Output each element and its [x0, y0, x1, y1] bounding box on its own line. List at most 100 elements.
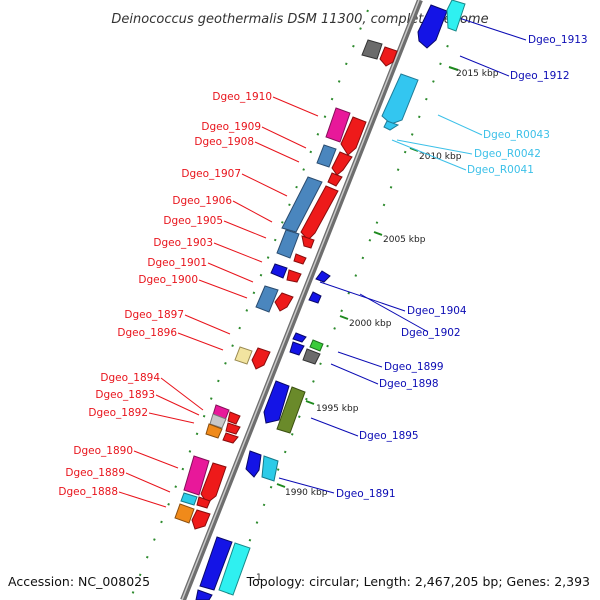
gene-box	[281, 176, 323, 233]
leader-line	[160, 377, 204, 411]
gene-arrow	[222, 432, 239, 444]
gene-label: Dgeo_1889	[65, 467, 125, 479]
scale-label: 2010 kbp	[419, 152, 462, 162]
leader-line	[184, 314, 231, 335]
backbone-line	[180, 0, 423, 600]
leader-line	[319, 281, 406, 312]
leader-line	[232, 200, 273, 223]
backbone-highlight	[181, 0, 420, 600]
leader-line	[455, 16, 527, 41]
gene-label: Dgeo_1897	[124, 309, 184, 321]
leader-line	[207, 262, 254, 283]
scale-label: 1990 kbp	[285, 488, 328, 498]
gene-arrow	[300, 185, 339, 241]
gene-rna	[383, 120, 400, 131]
gene-label: Dgeo_1898	[379, 378, 439, 390]
gene-arrow	[263, 380, 290, 424]
gene-box	[361, 39, 383, 60]
gene-box	[205, 423, 223, 439]
gene-arrow	[286, 269, 302, 283]
gene-arrow	[379, 46, 398, 67]
gene-label: Dgeo_1912	[510, 70, 570, 82]
gene-arrow	[446, 0, 466, 32]
gene-label: Dgeo_1896	[117, 327, 177, 339]
gene-arrow	[225, 422, 241, 435]
gene-box	[276, 386, 306, 434]
leader-line	[177, 332, 224, 351]
gene-label: Dgeo_1890	[73, 445, 133, 457]
gene-arrow	[200, 462, 227, 504]
gene-label: Dgeo_1907	[181, 168, 241, 180]
gene-label: Dgeo_1913	[528, 34, 588, 46]
gene-box	[209, 413, 227, 429]
leader-line	[118, 491, 167, 508]
gene-arrow	[331, 151, 353, 176]
gene-arrow	[195, 589, 213, 600]
gene-arrow	[315, 270, 331, 283]
leader-line	[310, 417, 359, 437]
gene-arrow	[227, 411, 241, 425]
gene-label: Dgeo_1909	[201, 121, 261, 133]
gene-arrow	[293, 253, 307, 265]
gene-box	[302, 348, 321, 365]
gene-label: Dgeo_1901	[147, 257, 207, 269]
gene-box	[174, 503, 195, 524]
gene-box	[325, 107, 351, 143]
gene-features	[174, 0, 466, 600]
scale-tick	[339, 315, 349, 320]
leader-line	[330, 363, 379, 385]
genome-backbone	[180, 0, 423, 600]
gene-label: Dgeo_1906	[172, 195, 232, 207]
leader-line	[148, 412, 195, 424]
scale-tick	[373, 231, 383, 236]
gene-label: Dgeo_1892	[88, 407, 148, 419]
gene-label: Dgeo_1904	[407, 305, 467, 317]
gene-arrow	[308, 291, 322, 304]
scale-label: 2005 kbp	[383, 235, 426, 245]
leader-line	[133, 450, 179, 469]
gene-label: Dgeo_1888	[58, 486, 118, 498]
gene-label: Dgeo_1900	[138, 274, 198, 286]
gene-label: Dgeo_1891	[336, 488, 396, 500]
leader-line	[254, 141, 300, 163]
accession-label: Accession: NC_008025	[8, 574, 150, 589]
topology-summary: Topology: circular; Length: 2,467,205 bp…	[246, 574, 590, 589]
gene-arrow	[340, 116, 367, 156]
gene-label: Dgeo_1899	[384, 361, 444, 373]
gene-box	[180, 492, 198, 506]
left-gene-labels: Dgeo_1910 Dgeo_1909 Dgeo_1908 Dgeo_1907 …	[58, 91, 272, 498]
origin-marker: 1	[256, 573, 262, 583]
gene-label: Dgeo_1908	[194, 136, 254, 148]
leader-line	[155, 394, 200, 416]
scale-label: 2000 kbp	[349, 319, 392, 329]
gene-arrow	[292, 332, 307, 343]
gene-box	[183, 455, 210, 496]
scale-tick	[448, 66, 459, 71]
gene-box	[316, 144, 337, 168]
scale-tick	[305, 400, 315, 405]
leader-line	[261, 126, 307, 149]
gene-box	[234, 346, 253, 365]
leader-line	[241, 173, 288, 197]
leader-line	[272, 96, 319, 117]
gene-rna-arrow	[381, 73, 419, 125]
gene-box	[218, 542, 251, 596]
right-gene-labels: Dgeo_1913 Dgeo_1912 Dgeo_R0043 Dgeo_R004…	[336, 34, 588, 500]
gene-arrow	[327, 172, 343, 187]
leader-line	[391, 139, 467, 171]
leader-line	[437, 114, 483, 136]
gene-box	[309, 339, 324, 352]
gene-arrow	[245, 450, 262, 478]
gene-arrow	[199, 536, 233, 591]
genome-title: Deinococcus geothermalis DSM 11300, comp…	[111, 12, 488, 27]
leader-line	[223, 220, 267, 239]
gene-arrow	[274, 292, 294, 312]
gene-arrow	[196, 496, 211, 509]
leader-line	[278, 477, 335, 494]
scale-label: 1995 kbp	[316, 404, 359, 414]
leader-lines	[118, 16, 527, 508]
gene-label: Dgeo_1910	[212, 91, 272, 103]
scale-labels: 2015 kbp 2010 kbp 2005 kbp 2000 kbp 1995…	[285, 69, 499, 498]
